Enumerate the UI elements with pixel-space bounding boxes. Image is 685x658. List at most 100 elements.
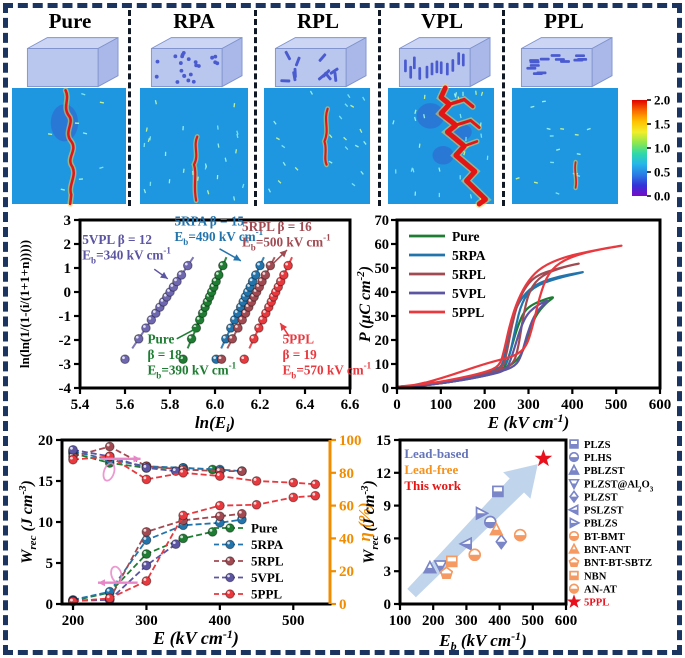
schematic-panel-rpl: RPL xyxy=(258,8,378,88)
legend-label: BNT-BT-SBTZ xyxy=(584,558,652,569)
y-tick-label: -3 xyxy=(59,357,72,373)
panel-label-pure: Pure xyxy=(48,9,92,33)
weibull-annotation: Pure xyxy=(148,332,175,347)
benchmark-point-5ppl xyxy=(534,449,553,467)
y-tick-label: 0 xyxy=(64,285,72,301)
breakdown-crack xyxy=(323,107,329,166)
legend-marker-triangle-right-icon xyxy=(569,517,581,529)
legend-label: 5RPA xyxy=(452,248,486,263)
x-tick-label: 6.6 xyxy=(341,397,360,413)
panel-label-ppl: PPL xyxy=(544,9,584,33)
legend-marker-circle-icon xyxy=(568,583,580,594)
annotation-arrow-icon xyxy=(279,250,287,258)
legend-marker-diamond-icon xyxy=(569,490,579,504)
benchmark-point-pblzs xyxy=(475,506,490,521)
benchmark-point-bt-bmt xyxy=(513,528,527,542)
field-map-vpl xyxy=(388,83,494,209)
legend-label: BT-BMT xyxy=(584,532,625,543)
x-tick-label: 500 xyxy=(522,613,545,629)
x-tick-label: 600 xyxy=(555,613,578,629)
y-tick-label: 6 xyxy=(384,531,392,547)
y-tick-label: 70 xyxy=(375,213,390,229)
left-axis-label: Wrec (J cm-3) xyxy=(17,480,39,564)
x-tick-label: 400 xyxy=(209,613,232,629)
colorbar-tick-label: 0.5 xyxy=(654,165,671,180)
benchmark-point-pslzst xyxy=(458,536,472,551)
y-tick-label: 3 xyxy=(64,213,72,229)
legend-marker-triangle-left-icon xyxy=(567,504,579,516)
plot-frame xyxy=(78,218,352,390)
legend-label: PLZS xyxy=(584,440,611,451)
legend-marker-triangle-up-icon xyxy=(568,463,580,475)
legend-label: 5RPA xyxy=(251,537,284,552)
weibull-annotation: 5RPL β = 16 xyxy=(242,219,312,234)
x-tick-label: 6.0 xyxy=(206,397,225,413)
x-tick-label: 6.4 xyxy=(296,397,315,413)
schematic-box-ppl-icon xyxy=(520,36,613,88)
benchmark-point-plzst xyxy=(495,533,508,550)
left-tick-label: 15 xyxy=(38,474,53,490)
panel-separator xyxy=(254,10,257,206)
plot-frame xyxy=(395,218,662,390)
schematic-box-rpl-icon xyxy=(274,36,367,88)
right-tick-label: 80 xyxy=(339,466,354,482)
x-tick-label: 400 xyxy=(488,613,511,629)
weibull-series-Pure xyxy=(178,256,228,364)
plot-frame xyxy=(60,438,332,606)
x-tick-label: 300 xyxy=(455,613,478,629)
y-tick-label: 0 xyxy=(384,597,392,613)
pe-loop-5PPL xyxy=(396,244,623,390)
y-tick-label: 20 xyxy=(375,333,390,349)
y-tick-label: -4 xyxy=(59,381,72,397)
schematic-box-rpa-icon xyxy=(150,36,243,88)
weibull-annotation: 5PPL xyxy=(283,332,315,347)
schematic-box-pure-icon xyxy=(26,36,119,88)
y-tick-label: 0 xyxy=(382,381,389,397)
weibull-annotation: Eb=390 kV cm-1 xyxy=(148,361,237,381)
legend-label: NBN xyxy=(584,571,607,582)
weibull-annotation: Eb=570 kV cm-1 xyxy=(283,361,372,381)
x-axis-label: E (kV cm-1) xyxy=(152,627,239,649)
benchmark-annotation: Lead-free xyxy=(404,462,458,477)
legend-label: 5VPL xyxy=(452,286,486,301)
x-tick-label: 5.6 xyxy=(116,397,135,413)
weibull-annotation: 5VPL β = 12 xyxy=(82,232,152,247)
benchmark-point-bnt-bt-sbtz xyxy=(439,566,454,579)
right-tick-label: 100 xyxy=(339,433,362,449)
annotation-arrow-icon xyxy=(160,271,168,279)
legend-label: AN-AT xyxy=(584,584,617,595)
weibull-annotation: Eb=500 kV cm-1 xyxy=(242,232,331,252)
y-tick-label: 30 xyxy=(375,309,390,325)
weibull-series-5RPL xyxy=(216,256,276,364)
legend-label: 5PPL xyxy=(251,587,282,602)
legend-marker-square-icon xyxy=(569,570,579,581)
schematic-panel-ppl: PPL xyxy=(506,8,622,88)
weibull-annotation: 5RPA β = 15 xyxy=(175,213,245,228)
y-tick-label: 1 xyxy=(64,261,72,277)
legend-marker-triangle-up-icon xyxy=(568,542,580,554)
y-axis-label: Wrec (J cm-3) xyxy=(359,480,381,564)
left-tick-label: 10 xyxy=(38,515,53,531)
axis-pointer-loop-icon xyxy=(110,565,123,584)
breakdown-crack xyxy=(454,118,481,129)
field-map-rpl xyxy=(264,88,370,204)
colorbar-gradient xyxy=(632,100,647,196)
legend-label: 5PPL xyxy=(584,598,609,609)
legend-label: PSLZST xyxy=(584,506,623,517)
y-tick-label: 9 xyxy=(384,499,392,515)
legend-label: 5PPL xyxy=(452,305,484,320)
y-tick-label: 2 xyxy=(64,237,72,253)
pe-hysteresis-chart: 0 100 200 300 400 500 600 0 10 20 30 40 50 60 70 E (kV … xyxy=(355,213,671,432)
annotation-arrow-icon xyxy=(280,323,288,331)
schematic-panel-rpa: RPA xyxy=(134,8,254,88)
colorbar: 2.0 1.5 1.0 0.5 0.0 xyxy=(632,93,671,204)
x-tick-label: 6.2 xyxy=(251,397,270,413)
x-tick-label: 400 xyxy=(561,397,584,413)
x-axis-label: ln(Ei) xyxy=(195,413,235,435)
x-tick-label: 0 xyxy=(393,397,401,413)
weibull-annotation: Eb=340 kV cm-1 xyxy=(82,246,171,266)
weibull-chart: 5.4 5.6 5.8 6.0 6.2 6.4 6.6 -4 -3 -2 -1 0 1 2 3 ln(Ei) l… xyxy=(17,213,372,435)
schematic-panel-vpl: VPL xyxy=(382,8,502,88)
y-tick-label: 60 xyxy=(375,237,390,253)
